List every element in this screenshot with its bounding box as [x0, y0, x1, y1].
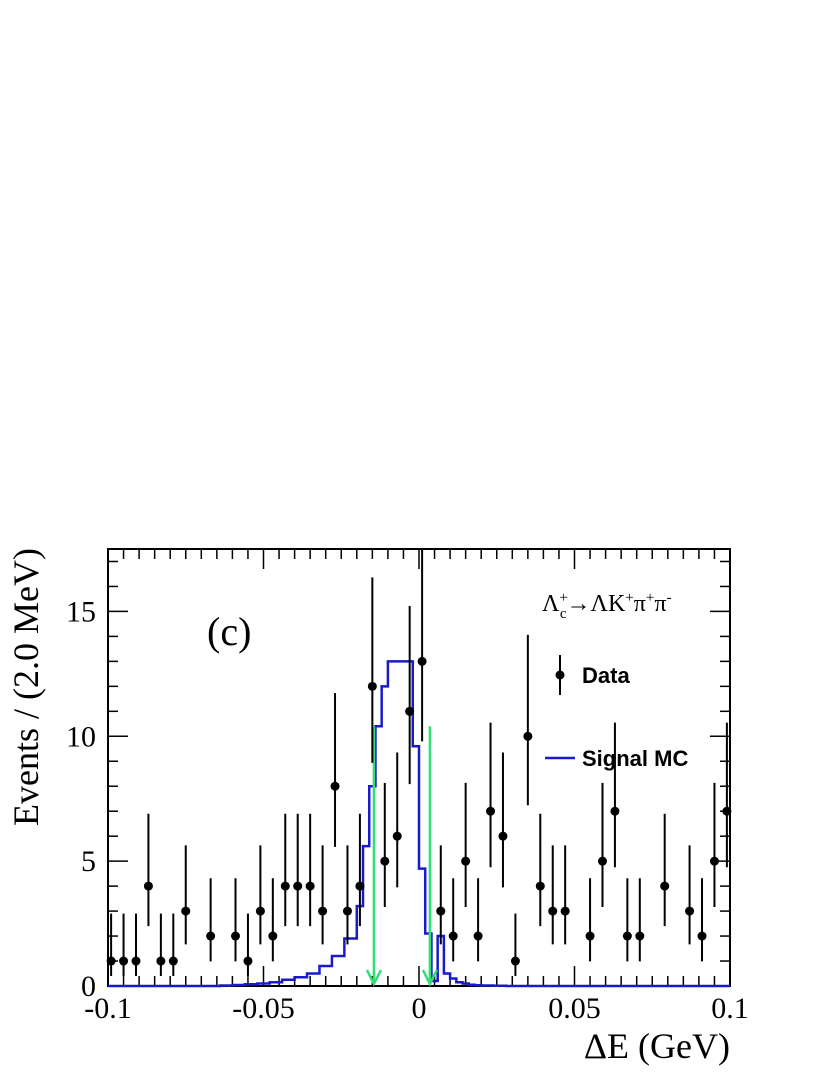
data-point: [523, 731, 533, 741]
data-point: [436, 906, 446, 916]
data-point: [548, 906, 558, 916]
data-point: [330, 781, 340, 791]
data-point: [168, 956, 178, 966]
data-point: [392, 831, 402, 841]
data-point: [355, 881, 365, 891]
data-point: [597, 856, 607, 866]
x-tick-label: 0.1: [711, 992, 749, 1025]
data-point: [560, 906, 570, 916]
data-point: [486, 806, 496, 816]
cut-arrows: [365, 726, 439, 987]
legend: Data Signal MC: [545, 655, 688, 771]
data-point: [143, 881, 153, 891]
legend-mc-label: Signal MC: [582, 746, 688, 771]
data-point: [461, 856, 471, 866]
data-point: [342, 906, 352, 916]
data-point: [610, 806, 620, 816]
data-point: [473, 931, 483, 941]
data-point: [206, 931, 216, 941]
x-tick-label: -0.1: [84, 992, 132, 1025]
data-point: [448, 931, 458, 941]
legend-data-marker: [555, 670, 565, 680]
data-point: [106, 956, 116, 966]
signal-mc-line: [108, 660, 730, 988]
data-point: [685, 906, 695, 916]
panel-label: (c): [207, 609, 251, 654]
y-axis-label: Events / (2.0 MeV): [6, 548, 46, 826]
data-point: [119, 956, 129, 966]
cut-arrowhead: [365, 969, 383, 987]
cut-arrowhead: [421, 969, 439, 987]
data-point: [510, 956, 520, 966]
data-point: [255, 906, 265, 916]
x-tick-labels: -0.1 -0.05 0 0.05 0.1: [84, 992, 749, 1025]
x-axis-label: ΔE (GeV): [584, 1026, 730, 1066]
data-point: [367, 681, 377, 691]
data-point: [293, 881, 303, 891]
data-point: [305, 881, 315, 891]
data-point: [535, 881, 545, 891]
data-point: [498, 831, 508, 841]
y-tick-label: 10: [66, 720, 96, 753]
x-tick-label: 0: [412, 992, 427, 1025]
data-point: [417, 656, 427, 666]
data-point: [709, 856, 719, 866]
process-label: Λ+ c→ΛK+π+π-: [542, 590, 671, 622]
data-point: [380, 856, 390, 866]
data-point: [660, 881, 670, 891]
y-tick-label: 15: [66, 595, 96, 628]
data-point: [405, 706, 415, 716]
data-point: [280, 881, 290, 891]
y-tick-label: 0: [81, 970, 96, 1003]
signal-mc-histogram: [108, 660, 730, 988]
data-point: [231, 931, 241, 941]
data-point: [585, 931, 595, 941]
data-point: [156, 956, 166, 966]
data-point: [131, 956, 141, 966]
data-point: [622, 931, 632, 941]
data-point: [181, 906, 191, 916]
data-points: [106, 549, 732, 977]
data-point: [697, 931, 707, 941]
data-point: [722, 806, 732, 816]
x-tick-label: -0.05: [232, 992, 295, 1025]
data-point: [635, 931, 645, 941]
x-tick-label: 0.05: [548, 992, 601, 1025]
legend-data-label: Data: [582, 663, 630, 688]
data-point: [243, 956, 253, 966]
data-point: [268, 931, 278, 941]
y-tick-labels: 0 5 10 15: [66, 595, 96, 1003]
data-point: [318, 906, 328, 916]
y-tick-label: 5: [81, 845, 96, 878]
